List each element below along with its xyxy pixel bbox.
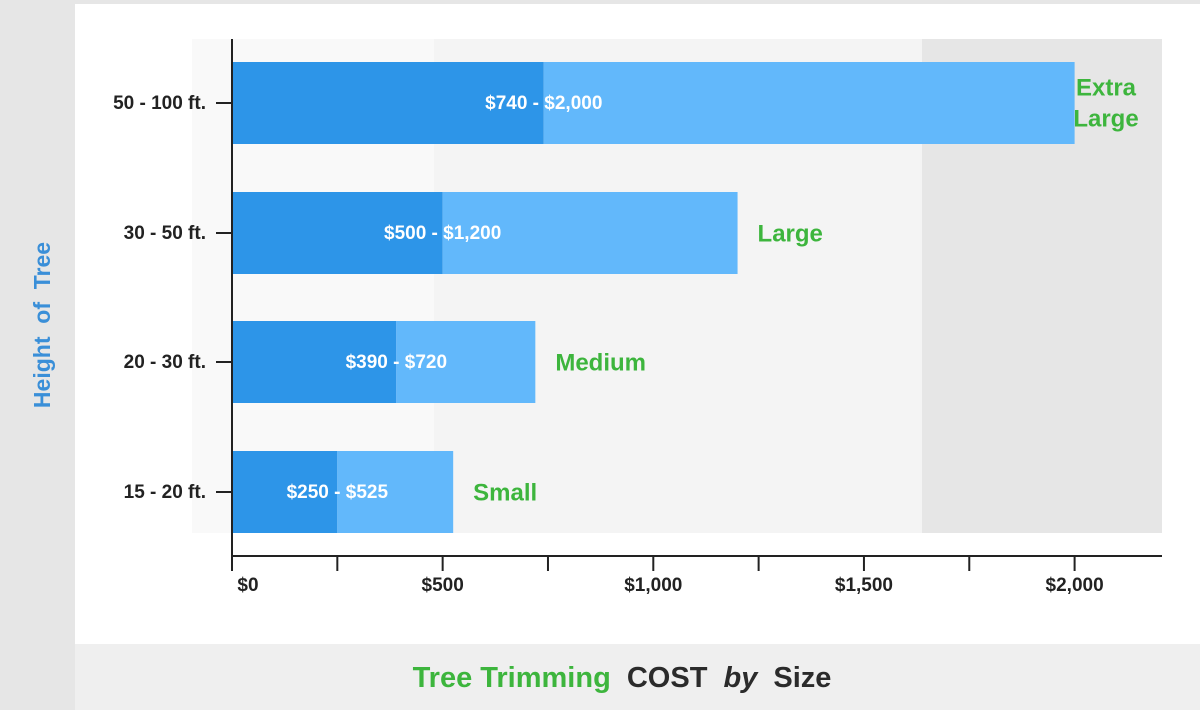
bar-high-segment: [442, 192, 738, 274]
size-label: Extra Large: [1073, 74, 1138, 132]
y-tick-label: 15 - 20 ft.: [124, 482, 206, 503]
bar-low-segment: [232, 321, 397, 403]
chart-title-part-3: by: [723, 662, 759, 694]
title-band: [75, 644, 1200, 710]
range-data-label: $390 - $720: [346, 352, 447, 373]
x-tick-label: $0: [237, 575, 258, 596]
y-axis-label: Height of Tree: [29, 242, 55, 408]
x-tick-label: $500: [422, 575, 464, 596]
x-tick-label: $2,000: [1046, 575, 1104, 596]
chart-title-part-1: Tree Trimming: [413, 662, 611, 694]
bar-low-segment: [232, 62, 544, 144]
size-label: Small: [473, 479, 537, 506]
chart-title-part-2: COST: [627, 662, 708, 694]
y-tick-label: 30 - 50 ft.: [124, 223, 206, 244]
y-tick-label: 20 - 30 ft.: [124, 352, 206, 373]
y-tick-label: 50 - 100 ft.: [113, 93, 206, 114]
x-tick-label: $1,500: [835, 575, 893, 596]
range-data-label: $740 - $2,000: [485, 93, 602, 114]
chart-title-part-4: Size: [773, 662, 831, 694]
axes-group: $0 $500 $1,000 $1,500 $2,000: [231, 39, 1162, 596]
labels-group: $740 - $2,000 Extra Large 50 - 100 ft. $500 …: [113, 74, 1139, 506]
bars-group: [232, 62, 1075, 533]
chart-title: Tree Trimming COST by Size: [413, 662, 832, 694]
x-tick-label: $1,000: [624, 575, 682, 596]
range-data-label: $500 - $1,200: [384, 223, 501, 244]
bar-low-segment: [232, 192, 443, 274]
bar-high-segment: [396, 321, 536, 403]
bar-high-segment: [543, 62, 1075, 144]
bar-high-segment: [337, 451, 454, 533]
range-data-label: $250 - $525: [287, 482, 389, 503]
size-label-line: Extra: [1076, 74, 1137, 101]
size-label: Large: [758, 220, 823, 247]
size-label-line: Large: [1073, 105, 1138, 132]
size-label: Medium: [555, 349, 646, 376]
bar-low-segment: [232, 451, 338, 533]
